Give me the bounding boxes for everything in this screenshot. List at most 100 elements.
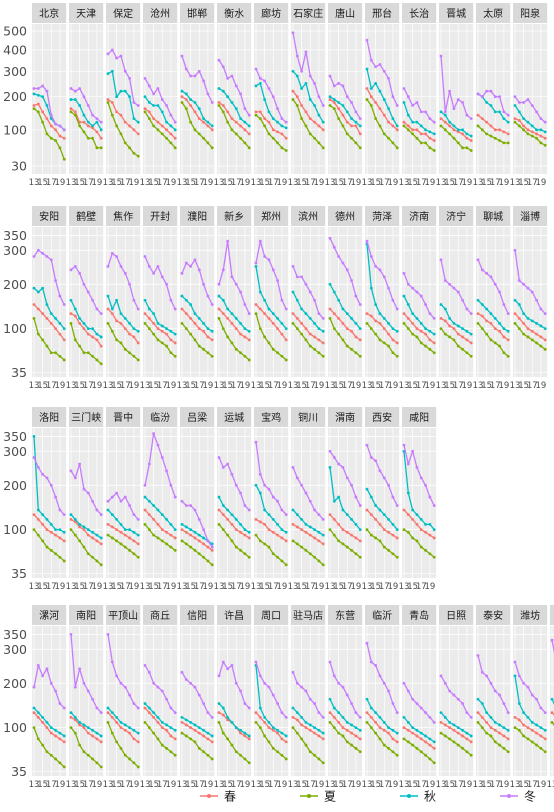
data-point [387, 321, 390, 325]
data-point [45, 726, 49, 729]
data-point [406, 327, 410, 330]
data-point [86, 533, 90, 537]
data-point [271, 136, 275, 140]
data-point [165, 728, 168, 732]
data-point [234, 316, 238, 320]
data-point [493, 136, 497, 140]
data-point [110, 251, 114, 255]
x-tick-label: 13 [436, 178, 447, 188]
data-point [469, 715, 473, 719]
data-point [411, 332, 415, 336]
x-tick-label: 19 [350, 381, 361, 391]
data-point [308, 344, 312, 348]
x-tick-label: 15 [333, 381, 344, 391]
data-point [156, 128, 160, 132]
data-point [123, 528, 127, 531]
data-point [337, 495, 341, 499]
data-point [502, 335, 506, 339]
x-tick-label: 15 [370, 178, 381, 188]
data-point [62, 358, 66, 362]
facet-strip [217, 407, 252, 427]
data-point [284, 757, 288, 761]
data-point [448, 324, 452, 328]
data-point [535, 136, 538, 140]
facet-strip-label: 北京 [39, 7, 59, 20]
data-point [382, 341, 386, 345]
data-point [197, 117, 201, 121]
data-point [304, 50, 308, 54]
data-point [465, 731, 469, 735]
data-point [247, 706, 251, 710]
data-point [300, 332, 304, 336]
data-point [506, 120, 510, 124]
data-point [295, 681, 299, 685]
data-point [358, 555, 362, 559]
data-point [254, 660, 258, 664]
data-point [382, 275, 386, 279]
data-point [82, 351, 86, 355]
data-point [317, 711, 321, 714]
data-point [387, 548, 390, 552]
data-point [221, 713, 225, 717]
data-point [452, 128, 456, 132]
data-point [391, 124, 395, 128]
data-point [193, 728, 197, 732]
data-point [132, 151, 136, 155]
data-point [54, 139, 57, 142]
data-point [239, 351, 242, 355]
y-tick-label: 300 [3, 64, 27, 79]
data-point [280, 711, 284, 714]
data-point [32, 286, 36, 290]
data-point [313, 731, 316, 735]
data-point [152, 117, 156, 121]
data-point [448, 720, 452, 724]
data-point [337, 539, 341, 543]
data-point [428, 743, 432, 747]
data-point [493, 95, 497, 99]
data-point [452, 740, 456, 744]
data-point [189, 545, 193, 549]
data-point [143, 720, 147, 724]
data-point [160, 329, 164, 333]
data-point [513, 660, 517, 664]
data-point [313, 726, 316, 729]
data-point [304, 689, 308, 693]
data-point [206, 294, 210, 298]
data-point [406, 689, 410, 693]
data-point [45, 316, 49, 320]
data-point [210, 146, 214, 150]
x-tick-label: 17 [268, 582, 279, 592]
data-point [513, 321, 517, 325]
data-point [271, 746, 275, 750]
data-point [480, 268, 484, 272]
data-point [91, 113, 94, 117]
data-point [180, 670, 184, 674]
data-point [543, 737, 547, 741]
data-point [317, 734, 321, 738]
data-point [156, 536, 160, 540]
data-point [337, 81, 341, 85]
data-point [221, 312, 225, 315]
data-point [180, 307, 184, 311]
data-point [49, 483, 53, 487]
x-tick-label: 15 [296, 582, 307, 592]
x-tick-label: 19 [54, 178, 65, 188]
data-point [402, 528, 406, 531]
data-point [300, 321, 304, 325]
data-point [522, 734, 526, 738]
data-point [128, 351, 131, 355]
data-point [99, 335, 103, 339]
data-point [128, 504, 131, 507]
data-point [328, 282, 332, 286]
data-point [415, 746, 419, 750]
data-point [493, 341, 497, 345]
data-point [419, 329, 423, 333]
x-tick-label: 19 [239, 780, 250, 790]
data-point [173, 120, 177, 124]
data-point [128, 726, 131, 729]
x-tick-label: 19 [461, 178, 472, 188]
x-tick-label: 13 [362, 381, 373, 391]
